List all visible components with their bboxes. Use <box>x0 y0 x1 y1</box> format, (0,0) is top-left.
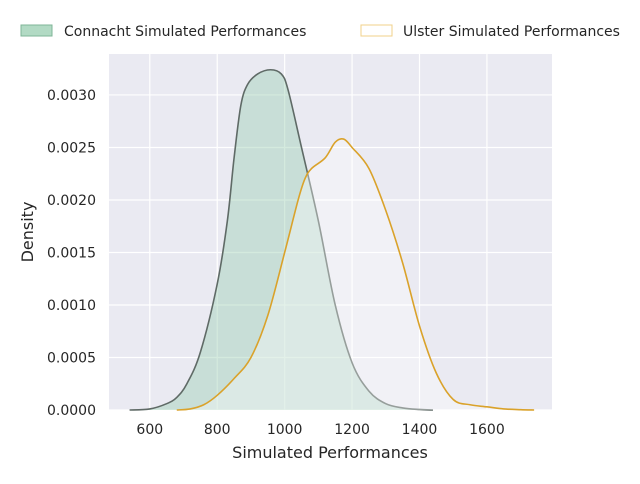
connacht-density-line <box>129 68 434 411</box>
ulster-density-line <box>176 137 535 411</box>
plot-background <box>109 54 552 410</box>
y-tick-label: 0.0020 <box>47 193 96 209</box>
y-tick-label: 0.0010 <box>47 298 96 314</box>
x-tick-label: 1400 <box>402 422 438 438</box>
legend: Connacht Simulated Performances Ulster S… <box>20 24 620 40</box>
y-tick-label: 0.0005 <box>47 350 96 366</box>
legend-label-connacht: Connacht Simulated Performances <box>64 24 306 40</box>
x-tick-label: 1200 <box>334 422 370 438</box>
y-tick-label: 0.0015 <box>47 245 96 261</box>
ulster-density-fill <box>176 138 535 410</box>
x-axis-label: Simulated Performances <box>232 443 428 462</box>
y-tick-label: 0.0030 <box>47 88 96 104</box>
legend-label-ulster: Ulster Simulated Performances <box>403 24 620 40</box>
y-tick-label: 0.0025 <box>47 140 96 156</box>
x-tick-label: 1000 <box>267 422 303 438</box>
connacht-density-fill <box>129 69 433 411</box>
y-axis-label: Density <box>18 202 37 263</box>
y-tick-label: 0.0000 <box>47 403 96 419</box>
x-tick-label: 800 <box>204 422 231 438</box>
legend-swatch-ulster <box>360 24 393 37</box>
x-tick-label: 1600 <box>469 422 505 438</box>
x-tick-label: 600 <box>136 422 163 438</box>
legend-swatch-connacht <box>20 24 53 37</box>
